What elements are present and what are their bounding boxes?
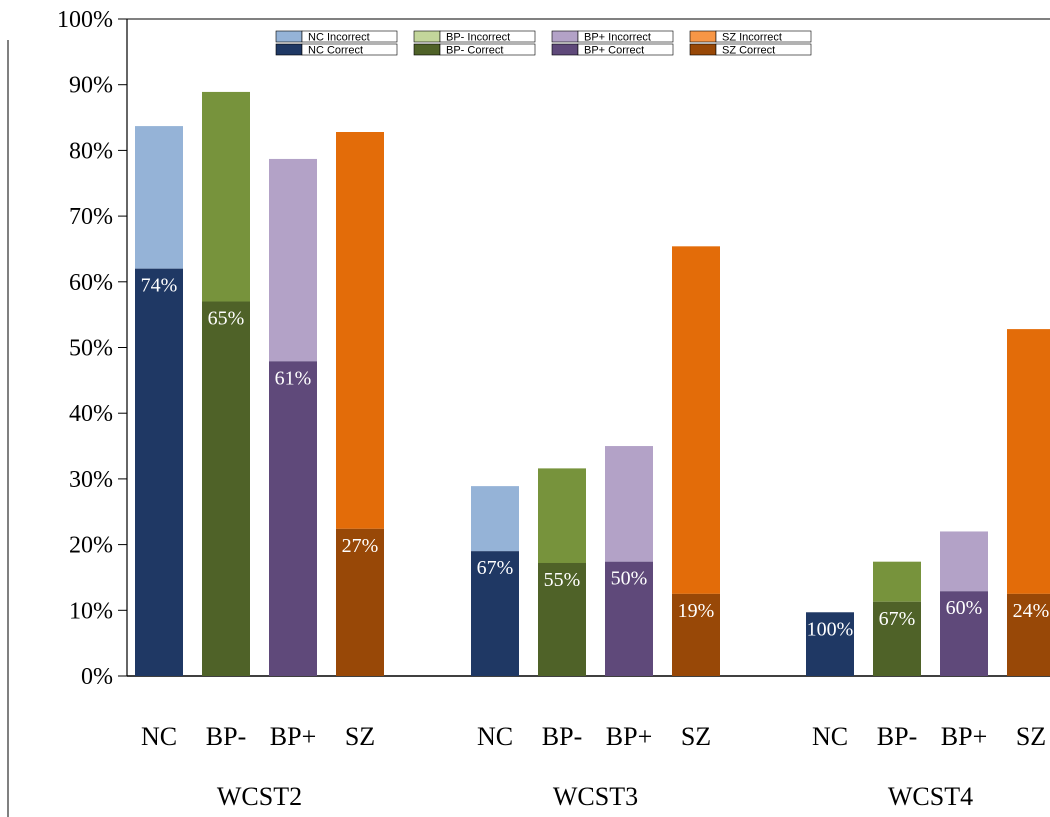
y-tick-label: 30% xyxy=(69,467,113,493)
y-tick-label: 100% xyxy=(57,7,113,33)
legend-label: BP+ Incorrect xyxy=(584,32,651,44)
legend-label: SZ Incorrect xyxy=(722,32,782,44)
bar-correct-WCST3-BP- xyxy=(538,562,586,676)
legend-box xyxy=(577,43,674,56)
data-label: 61% xyxy=(275,367,312,389)
bar-correct-WCST4-BP- xyxy=(873,601,921,676)
y-tick-label: 50% xyxy=(69,336,113,362)
y-tick-label: 80% xyxy=(69,138,113,164)
y-tick-label: 20% xyxy=(69,533,113,559)
legend-box xyxy=(439,43,536,56)
data-label: 60% xyxy=(946,597,983,619)
bar-incorrect-WCST4-BP- xyxy=(873,561,921,602)
data-label: 27% xyxy=(342,535,379,557)
category-label: BP+ xyxy=(270,722,316,751)
data-label: 24% xyxy=(1013,600,1050,622)
bar-incorrect-WCST4-SZ xyxy=(1007,329,1050,594)
category-label: BP- xyxy=(542,722,582,751)
legend-swatch xyxy=(551,43,579,56)
y-tick-label: 10% xyxy=(69,598,113,624)
bar-incorrect-WCST3-BP- xyxy=(538,468,586,563)
legend-swatch xyxy=(275,43,303,56)
legend-box xyxy=(715,30,812,43)
legend-label: NC Correct xyxy=(308,45,363,57)
y-tick-label: 0% xyxy=(81,664,113,690)
data-label: 74% xyxy=(141,275,178,297)
legend-box xyxy=(715,43,812,56)
category-label: BP- xyxy=(877,722,917,751)
data-label: 100% xyxy=(807,618,854,640)
data-label: 67% xyxy=(879,608,916,630)
y-tick-label: 40% xyxy=(69,401,113,427)
y-tick-label: 60% xyxy=(69,270,113,296)
bar-correct-WCST3-NC xyxy=(471,551,519,676)
category-labels: NC BP- BP+ SZ NC BP- BP+ SZ NC BP- BP+ SZ xyxy=(141,722,1046,751)
data-label: 67% xyxy=(477,557,514,579)
legend-box xyxy=(439,30,536,43)
data-label: 19% xyxy=(678,600,715,622)
legend-label: BP+ Correct xyxy=(584,45,644,57)
legend-swatch xyxy=(413,30,441,43)
bar-correct-WCST2-SZ xyxy=(336,528,384,676)
data-label: 55% xyxy=(544,569,581,591)
y-tick-label: 70% xyxy=(69,204,113,230)
category-label: BP- xyxy=(206,722,246,751)
group-label: WCST3 xyxy=(553,782,638,811)
category-label: NC xyxy=(812,722,848,751)
y-tick-label: 90% xyxy=(69,73,113,99)
bar-correct-WCST2-BP- xyxy=(202,301,250,676)
category-label: BP+ xyxy=(941,722,987,751)
group-label: WCST4 xyxy=(888,782,973,811)
legend-label: BP- Incorrect xyxy=(446,32,510,44)
y-ticks: 0% 10% 20% 30% 40% 50% 60% 70% 80% 90% 100% xyxy=(57,7,127,690)
category-label: NC xyxy=(477,722,513,751)
legend-swatch xyxy=(413,43,441,56)
legend-label: NC Incorrect xyxy=(308,32,370,44)
bar-incorrect-WCST2-SZ xyxy=(336,132,384,529)
data-label: 65% xyxy=(208,308,245,330)
bar-incorrect-WCST2-BP- xyxy=(202,91,250,302)
legend-box xyxy=(301,30,398,43)
legend-swatch xyxy=(551,30,579,43)
category-label: NC xyxy=(141,722,177,751)
bars xyxy=(135,91,1050,676)
bar-correct-WCST4-BP+ xyxy=(940,591,988,676)
bar-correct-WCST4-SZ xyxy=(1007,593,1050,676)
bar-correct-WCST2-BP+ xyxy=(269,361,317,676)
bar-incorrect-WCST4-BP+ xyxy=(940,531,988,592)
bar-incorrect-WCST3-SZ xyxy=(672,246,720,594)
bar-incorrect-WCST2-BP+ xyxy=(269,158,317,362)
legend-swatch xyxy=(689,30,717,43)
data-label: 50% xyxy=(611,568,648,590)
legend-label: SZ Correct xyxy=(722,45,775,57)
bar-correct-WCST3-BP+ xyxy=(605,561,653,676)
category-label: SZ xyxy=(681,722,711,751)
legend-box xyxy=(577,30,674,43)
data-labels: 74% 65% 61% 27% 67% 55% 50% 19% 100% 67% 60% 24% xyxy=(141,275,1050,641)
legend-swatch xyxy=(689,43,717,56)
category-label: SZ xyxy=(345,722,375,751)
bar-correct-WCST4-NC xyxy=(806,612,854,676)
bar-incorrect-WCST2-NC xyxy=(135,126,183,269)
bar-correct-WCST3-SZ xyxy=(672,593,720,676)
category-label: SZ xyxy=(1016,722,1046,751)
bar-incorrect-WCST3-NC xyxy=(471,486,519,552)
legend-box xyxy=(301,43,398,56)
group-labels: WCST2 WCST3 WCST4 xyxy=(217,782,973,811)
bar-incorrect-WCST3-BP+ xyxy=(605,446,653,562)
legend-label: BP- Correct xyxy=(446,45,503,57)
legend-swatch xyxy=(275,30,303,43)
bar-correct-WCST2-NC xyxy=(135,268,183,676)
group-label: WCST2 xyxy=(217,782,302,811)
category-label: BP+ xyxy=(606,722,652,751)
